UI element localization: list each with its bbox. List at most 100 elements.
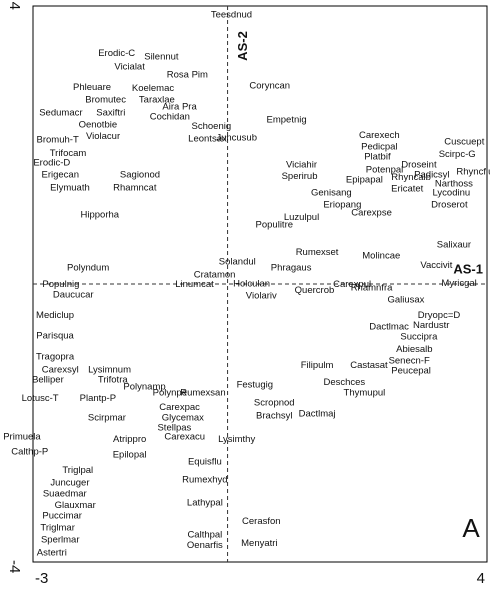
species-label: Juncusub bbox=[216, 133, 257, 144]
species-label: Schoenig bbox=[192, 121, 232, 132]
species-label: Lysimnum bbox=[88, 365, 131, 376]
species-label: Puccimar bbox=[42, 511, 82, 522]
species-label: Rhamncat bbox=[113, 183, 157, 194]
species-label: Vaccivit bbox=[420, 260, 452, 271]
species-label: Festugig bbox=[237, 379, 273, 390]
species-label: Luzulpul bbox=[284, 212, 319, 223]
species-label: Erigecan bbox=[41, 169, 79, 180]
species-label: Dactlmac bbox=[369, 322, 409, 333]
species-label: Bromuh-T bbox=[37, 135, 79, 146]
species-label: Filipulm bbox=[301, 360, 334, 371]
species-label: Triglmar bbox=[40, 522, 74, 533]
species-label: Sperirub bbox=[282, 171, 318, 182]
species-label: Dactlmaj bbox=[299, 408, 336, 419]
species-label: Astertri bbox=[37, 547, 67, 558]
species-label: Erodic-D bbox=[33, 158, 70, 169]
x-tick-label: -3 bbox=[35, 570, 48, 587]
species-label: Succipra bbox=[400, 331, 438, 342]
species-label: Koelemac bbox=[132, 83, 174, 94]
species-label: Dryopc=D bbox=[418, 310, 461, 321]
species-label: Silennut bbox=[144, 51, 179, 62]
species-label: Sperlmar bbox=[41, 534, 80, 545]
species-label: Brachsyl bbox=[256, 411, 292, 422]
species-label: Leontsax bbox=[188, 133, 227, 144]
species-label: Violacur bbox=[86, 131, 120, 142]
species-label: Padicsyl bbox=[414, 169, 449, 180]
species-label: Coryncan bbox=[249, 80, 290, 91]
species-label: Phragaus bbox=[271, 263, 312, 274]
species-label: Rhyncflus bbox=[456, 167, 490, 178]
species-label: Carexsyl bbox=[42, 365, 79, 376]
species-label: Suaedmar bbox=[43, 488, 87, 499]
species-label: Lathypal bbox=[187, 497, 223, 508]
species-label: Cratamon bbox=[194, 269, 236, 280]
species-label: Droseint bbox=[401, 160, 437, 171]
species-label: Thymupul bbox=[344, 388, 386, 399]
species-label: Oenotbie bbox=[79, 119, 118, 130]
species-label: Polyndum bbox=[67, 263, 109, 274]
species-label: Carexpul bbox=[333, 279, 371, 290]
species-label: Calthpal bbox=[187, 529, 222, 540]
species-label: Carexech bbox=[359, 130, 400, 141]
species-label: Tragopra bbox=[36, 351, 75, 362]
species-label: Sagionod bbox=[120, 169, 160, 180]
species-label: Glauxmar bbox=[55, 500, 96, 511]
axis-label-as2: AS-2 bbox=[235, 31, 250, 61]
species-label: Cochidan bbox=[150, 112, 190, 123]
species-label: Scirpc-G bbox=[439, 149, 476, 160]
species-label: Teesdnud bbox=[211, 10, 252, 21]
species-label: Narthoss bbox=[435, 178, 473, 189]
species-label: Rhyncalb bbox=[391, 172, 431, 183]
species-label: Castasat bbox=[350, 360, 388, 371]
species-label: Trifocam bbox=[50, 148, 87, 159]
species-label: Peucepal bbox=[391, 365, 431, 376]
axis-label-as1: AS-1 bbox=[453, 261, 483, 276]
y-tick-label: -4 bbox=[6, 560, 23, 573]
species-label: Carexacu bbox=[164, 431, 205, 442]
species-label: Trifotra bbox=[98, 374, 128, 385]
species-label: Polynamp bbox=[123, 381, 165, 392]
species-label: Erodic-C bbox=[98, 48, 135, 59]
species-label: Saxiftri bbox=[96, 108, 125, 119]
species-label: Populnig bbox=[42, 279, 79, 290]
species-label: Phleuare bbox=[73, 82, 111, 93]
species-label: Droserot bbox=[431, 199, 468, 210]
species-label: Linumcat bbox=[175, 279, 214, 290]
species-label: Belliper bbox=[32, 374, 64, 385]
species-label: Sedumacr bbox=[39, 108, 82, 119]
panel-label: A bbox=[462, 513, 480, 543]
species-label: Bromutec bbox=[85, 94, 126, 105]
species-label: Lotusc-T bbox=[22, 393, 59, 404]
species-label: Rosa Pim bbox=[167, 69, 208, 80]
species-label: Aira Pra bbox=[162, 101, 197, 112]
species-label: Stellpas bbox=[157, 422, 191, 433]
species-label: Molincae bbox=[362, 251, 400, 262]
species-label: Rumexhyd bbox=[182, 475, 227, 486]
species-label: Cerasfon bbox=[242, 516, 281, 527]
x-tick-label: 4 bbox=[477, 570, 485, 587]
species-label: Elymuath bbox=[50, 183, 90, 194]
species-label: Epilopal bbox=[113, 449, 147, 460]
species-label: Rumexset bbox=[296, 247, 339, 258]
species-label: Polynpe bbox=[153, 388, 187, 399]
species-label: Viciahir bbox=[286, 160, 317, 171]
species-label: Lycodinu bbox=[432, 187, 470, 198]
species-label: Holculan bbox=[233, 279, 270, 290]
species-label: Salixaur bbox=[437, 240, 471, 251]
species-label: Vicialat bbox=[114, 62, 145, 73]
species-label: Atrippro bbox=[113, 434, 146, 445]
species-label: Senecn-F bbox=[389, 356, 430, 367]
y-tick-label: 4 bbox=[6, 2, 23, 10]
species-label: Abiesalb bbox=[396, 344, 432, 355]
species-label: Glycemax bbox=[162, 413, 204, 424]
species-label: Scirpmar bbox=[88, 413, 126, 424]
species-label: Rumexsan bbox=[180, 388, 225, 399]
species-label: Cuscuept bbox=[444, 137, 484, 148]
species-label: Scropnod bbox=[254, 397, 295, 408]
species-label: Empetnig bbox=[267, 114, 307, 125]
species-label: Platbif bbox=[364, 151, 391, 162]
species-label: Ericatet bbox=[391, 183, 424, 194]
species-label: Parisqua bbox=[36, 331, 74, 342]
